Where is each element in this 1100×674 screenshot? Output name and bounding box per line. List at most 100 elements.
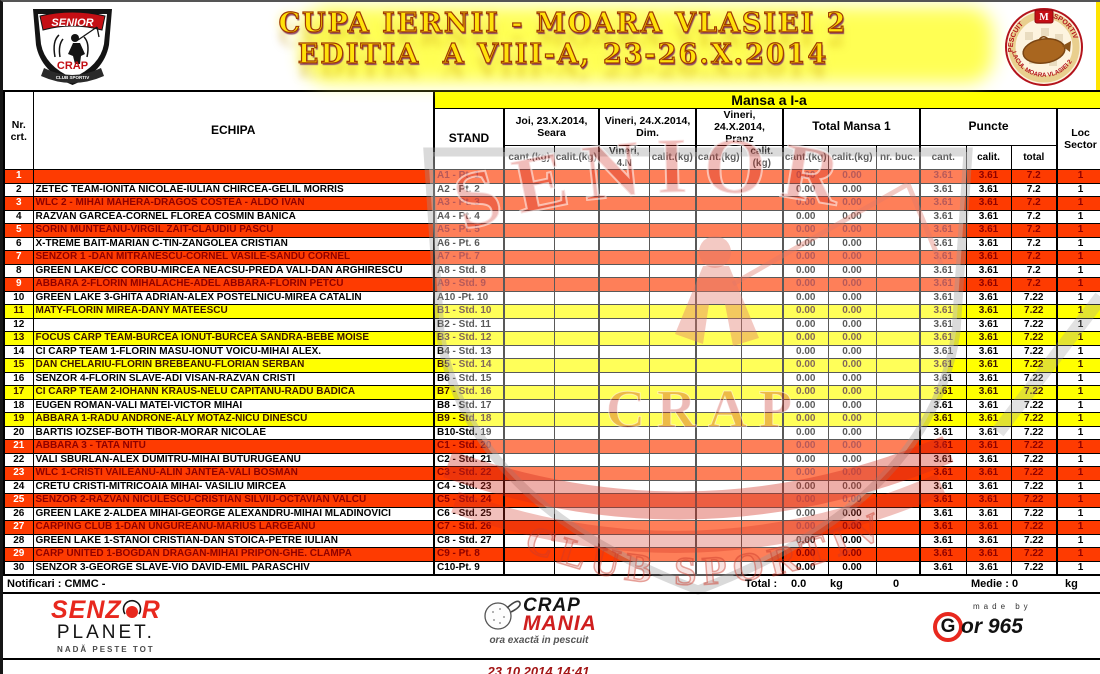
stand: C4 - Std. 23 [433,479,505,495]
puncte-total: 7.2 [1010,196,1058,211]
stand: A3 - Pt. 3 [433,196,505,211]
vineri-pranz-cant [695,412,742,427]
puncte-total: 7.22 [1010,290,1058,306]
table-row: 28 GREEN LAKE 1-STANOI CRISTIAN-DAN STOIC… [3,533,1100,549]
joi-seara-cant [503,533,555,549]
joi-seara-cant [503,223,555,238]
total-calit: 0.00 [827,223,877,238]
table-row: 17 CI CARP TEAM 2-IOHANN KRAUS-NELU CAPIT… [3,385,1100,400]
title-line-2: EDITIA A VIII-A, 23-26.X.2014 [297,38,829,70]
row-number: 3 [3,196,34,211]
joi-seara-calit [553,412,600,427]
loc-sector: 1 [1055,506,1100,522]
puncte-calit: 3.61 [965,277,1012,292]
total-cant: 0.00 [782,520,829,535]
joi-seara-calit [553,223,600,238]
puncte-total: 7.2 [1010,209,1058,225]
total-cant: 0.00 [782,371,829,387]
joi-seara-calit [553,533,600,549]
total-cant: 0.00 [782,263,829,279]
vineri-dim-calit [648,547,697,562]
total-unit: kg [830,578,843,591]
loc-sector: 1 [1055,344,1100,360]
total-cant: 0.00 [782,358,829,373]
stand: A5 - Pt. 5 [433,223,505,238]
team-name: ZETEC TEAM-IONITA NICOLAE-IULIAN CHIRCEA… [32,182,435,198]
total-cant: 0.00 [782,412,829,427]
puncte-total: 7.22 [1010,412,1058,427]
vineri-pranz-cant [695,371,742,387]
stand: A1 - Pt. 1 [433,169,505,184]
vineri-pranz-cant [695,304,742,319]
total-calit: 0.00 [827,547,877,562]
vineri-pranz-calit [740,493,784,508]
loc-sector: 1 [1055,304,1100,319]
vineri-dim-calit [648,196,697,211]
loc-sector: 1 [1055,547,1100,562]
vineri-dim-calit [648,439,697,454]
vineri-dim-cant [598,317,650,333]
loc-sector: 1 [1055,250,1100,265]
joi-seara-calit [553,560,600,576]
puncte-total: 7.22 [1010,452,1058,468]
total-calit: 0.00 [827,182,877,198]
table-row: 4 RAZVAN GARCEA-CORNEL FLOREA COSMIN BANI… [3,209,1100,225]
loc-sector: 1 [1055,560,1100,576]
puncte-total: 7.2 [1010,263,1058,279]
vineri-dim-cant [598,290,650,306]
gor965-logo: made by G or 965 [933,602,1032,643]
vineri-pranz-calit [740,236,784,252]
stand: C10-Pt. 9 [433,560,505,576]
joi-seara-calit [553,493,600,508]
total-value: 0.0 [791,578,807,591]
puncte-cant: 3.61 [919,506,967,522]
table-row: 12 B2 - Std. 11 0.00 0.00 3.61 3.61 7.22 1 [3,317,1100,333]
nr-buc [875,331,921,346]
vineri-dim-calit [648,385,697,400]
joi-seara-cant [503,236,555,252]
planet-text: PLANET. [56,622,155,644]
puncte-cant: 3.61 [919,182,967,198]
vineri-pranz-calit [740,560,784,576]
puncte-calit: 3.61 [965,250,1012,265]
loc-sector: 1 [1055,398,1100,414]
joi-seara-cant [503,452,555,468]
stand: B7 - Std. 16 [433,385,505,400]
nr-buc [875,250,921,265]
puncte-cant: 3.61 [919,358,967,373]
joi-seara-cant [503,398,555,414]
vineri-dim-calit [648,560,697,576]
senzor-tagline: NADĂ PESTE TOT [57,645,155,655]
table-row: 27 CARPING CLUB 1-DAN UNGUREANU-MARIUS LA… [3,520,1100,535]
vineri-dim-calit [648,533,697,549]
vineri-pranz-cant [695,466,742,481]
joi-seara-cant [503,466,555,481]
nr-buc [875,452,921,468]
total-calit: 0.00 [827,560,877,576]
table-row: 6 X-TREME BAIT-MARIAN C-TIN-ZANGOLEA CRIS… [3,236,1100,252]
puncte-total: 7.22 [1010,371,1058,387]
team-name: RAZVAN GARCEA-CORNEL FLOREA COSMIN BANIC… [32,209,435,225]
stand: B2 - Std. 11 [433,317,505,333]
joi-seara-calit [553,304,600,319]
total-cant: 0.00 [782,493,829,508]
puncte-cant: 3.61 [919,385,967,400]
puncte-calit: 3.61 [965,439,1012,454]
total-calit: 0.00 [827,452,877,468]
vineri-pranz-calit [740,290,784,306]
loc-sector: 1 [1055,452,1100,468]
joi-seara-calit [553,169,600,184]
joi-seara-calit [553,277,600,292]
puncte-cant: 3.61 [919,520,967,535]
totals-row: Notificari : CMMC - Total : 0.0 kg 0 Med… [3,576,1100,595]
puncte-cant: 3.61 [919,250,967,265]
vineri-pranz-cant [695,533,742,549]
team-name: ABBARA 2-FLORIN MIHALACHE-ADEL ABBARA-FL… [32,277,435,292]
joi-seara-calit [553,452,600,468]
moara-vlasiei-badge: M PESCUIT SPORTIV LACUL MOARA VLASIEI 2 [1005,8,1083,86]
made-by-text: made by [973,602,1032,612]
loc-sector: 1 [1055,290,1100,306]
loc-sector: 1 [1055,317,1100,333]
puncte-cant: 3.61 [919,412,967,427]
joi-seara-calit [553,479,600,495]
